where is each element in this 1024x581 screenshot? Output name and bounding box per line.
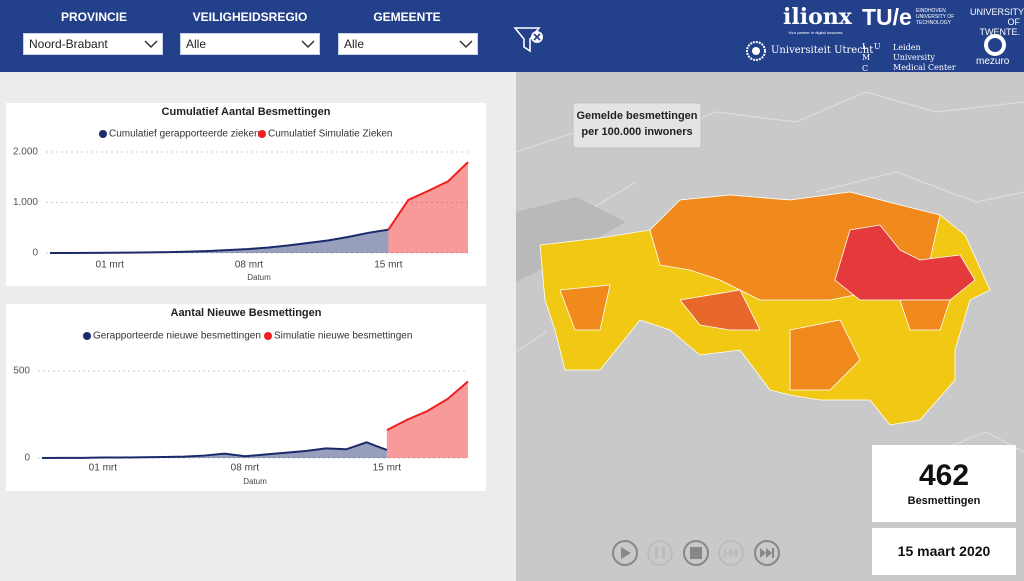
area [386, 381, 468, 458]
x-tick-label: 01 mrt [89, 463, 118, 474]
logo-tue: TU/e [862, 4, 912, 30]
x-tick-label: 15 mrt [373, 463, 402, 474]
stop-button[interactable] [683, 540, 709, 566]
kpi-value: 462 [918, 459, 970, 492]
legend-marker [264, 332, 272, 340]
pause-button[interactable] [647, 540, 673, 566]
kpi-card: 462 Besmettingen [872, 445, 1016, 522]
previous-button[interactable] [718, 540, 744, 566]
line [41, 441, 388, 459]
chart: Cumulatief Aantal Besmettingen Cumulatief… [13, 106, 469, 282]
chart-title: Aantal Nieuwe Besmettingen [171, 307, 322, 319]
area [42, 442, 387, 458]
filter-label: GEMEENTE [373, 10, 441, 24]
logo-leiden: Leiden University Medical Center [893, 43, 956, 72]
legend-label: Cumulatief gerapporteerde zieken [109, 129, 260, 140]
legend-label: Cumulatief Simulatie Zieken [268, 129, 393, 140]
header: PROVINCIE Noord-Brabant VEILIGHEIDSREGIO… [0, 0, 1024, 73]
clear-filter-button[interactable] [513, 25, 547, 55]
y-tick-label: 2.000 [13, 147, 38, 158]
chart-title: Cumulatief Aantal Besmettingen [162, 106, 331, 118]
filter-label: PROVINCIE [60, 10, 127, 24]
map-legend-box [572, 102, 702, 149]
logo-utrecht: Universiteit Utrecht [771, 45, 874, 56]
chart: Aantal Nieuwe Besmettingen Gerapporteerde… [13, 307, 469, 486]
area [50, 229, 389, 253]
chart-panel: Cumulatief Aantal Besmettingen Cumulatief… [6, 103, 486, 286]
line [387, 161, 469, 231]
x-tick-label: 08 mrt [231, 463, 260, 474]
y-tick-label: 500 [13, 366, 30, 377]
dropdown-value: Noord-Brabant [29, 37, 108, 51]
area [388, 162, 468, 253]
line [386, 380, 469, 432]
y-tick-label: 0 [24, 453, 30, 464]
dropdown[interactable]: Alle [180, 33, 320, 55]
dropdown-value: Alle [186, 37, 207, 51]
logo-lumc: L U M C [862, 42, 883, 73]
x-tick-label: 08 mrt [235, 260, 264, 271]
filter-label: VEILIGHEIDSREGIO [192, 10, 308, 24]
chevron [301, 40, 315, 49]
logo-ilionx: ilionx [783, 4, 852, 30]
map-legend-title: Gemelde besmettingen [576, 110, 697, 122]
y-tick-label: 1.000 [13, 197, 38, 208]
logo-tue-sub: EINDHOVEN UNIVERSITY OF TECHNOLOGY [916, 8, 955, 26]
date-card: 15 maart 2020 [872, 528, 1016, 575]
utrecht-seal [746, 41, 766, 61]
dropdown[interactable]: Alle [338, 33, 478, 55]
logo-mezuro: mezuro [976, 56, 1010, 67]
x-axis-label: Datum [247, 273, 271, 282]
chevron [144, 40, 158, 49]
next-button[interactable] [754, 540, 780, 566]
logo-twente: UNIVERSITY OF TWENTE. [970, 7, 1024, 37]
y-tick-label: 0 [32, 248, 38, 259]
x-tick-label: 01 mrt [96, 260, 125, 271]
legend-label: Simulatie nieuwe besmettingen [274, 331, 412, 342]
map-legend-title: per 100.000 inwoners [581, 126, 692, 138]
region [899, 299, 951, 331]
legend-marker [99, 130, 107, 138]
legend-marker [258, 130, 266, 138]
region [834, 224, 976, 301]
x-tick-label: 15 mrt [374, 260, 403, 271]
legend-label: Gerapporteerde nieuwe besmettingen [93, 331, 261, 342]
region [679, 289, 761, 331]
play-button[interactable] [612, 540, 638, 566]
chevron [459, 40, 473, 49]
mezuro-mark [984, 34, 1006, 56]
dropdown-value: Alle [344, 37, 365, 51]
kpi-label: Besmettingen [907, 495, 981, 507]
chart-panel: Aantal Nieuwe Besmettingen Gerapporteerde… [6, 304, 486, 491]
region [559, 284, 611, 331]
legend-marker [83, 332, 91, 340]
logo-tagline: Your partner in digital business [788, 30, 843, 35]
line [49, 228, 389, 254]
x-axis-label: Datum [243, 477, 267, 486]
map: Gemelde besmettingen per 100.000 inwoner… [516, 72, 1024, 581]
playback-controls [612, 540, 780, 566]
region [789, 319, 861, 391]
dropdown[interactable]: Noord-Brabant [23, 33, 163, 55]
